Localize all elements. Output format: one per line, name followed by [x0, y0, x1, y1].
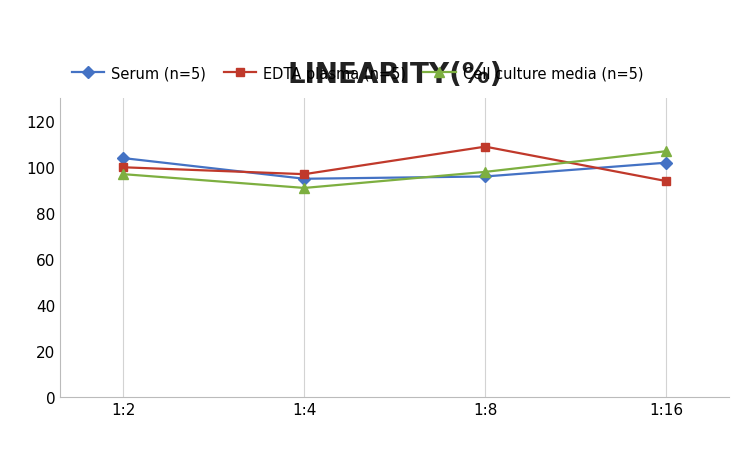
Serum (n=5)	[119, 156, 128, 161]
EDTA plasma (n=5)	[119, 165, 128, 170]
Legend: Serum (n=5), EDTA plasma (n=5), Cell culture media (n=5): Serum (n=5), EDTA plasma (n=5), Cell cul…	[68, 62, 647, 86]
Cell culture media (n=5)	[662, 149, 671, 155]
Serum (n=5)	[300, 177, 309, 182]
Serum (n=5)	[481, 175, 490, 180]
Title: LINEARITY(%): LINEARITY(%)	[287, 60, 502, 88]
EDTA plasma (n=5)	[662, 179, 671, 184]
Cell culture media (n=5)	[300, 186, 309, 191]
Line: EDTA plasma (n=5): EDTA plasma (n=5)	[120, 143, 670, 186]
Cell culture media (n=5)	[119, 172, 128, 178]
Serum (n=5)	[662, 161, 671, 166]
Cell culture media (n=5)	[481, 170, 490, 175]
EDTA plasma (n=5)	[481, 145, 490, 150]
Line: Serum (n=5): Serum (n=5)	[120, 155, 670, 184]
Line: Cell culture media (n=5): Cell culture media (n=5)	[119, 147, 671, 193]
EDTA plasma (n=5)	[300, 172, 309, 178]
